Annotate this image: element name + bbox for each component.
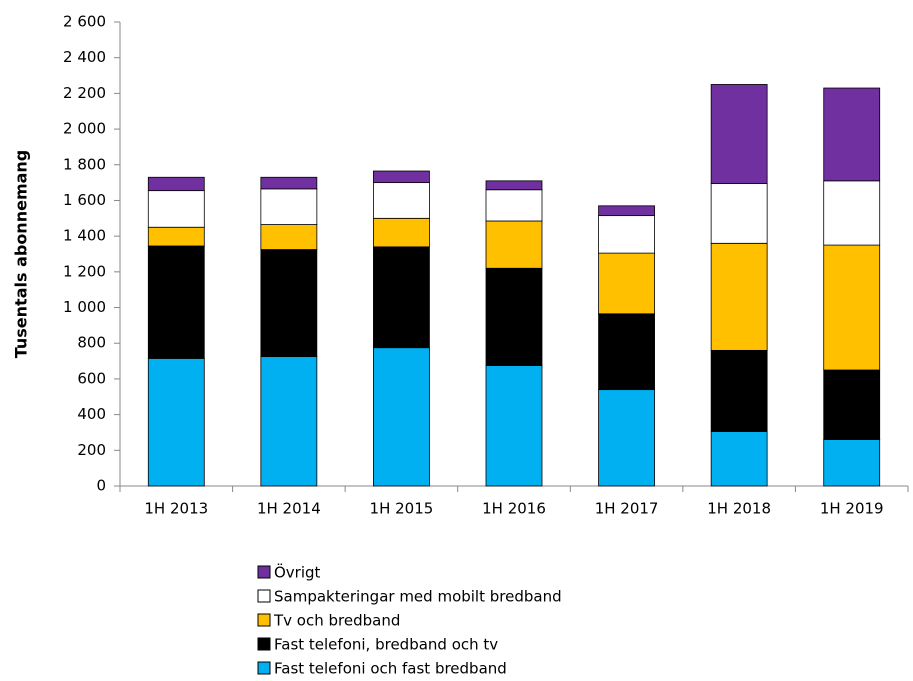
y-tick-label: 1 400	[63, 227, 106, 245]
bar-segment	[147, 176, 205, 192]
legend-swatch	[257, 661, 271, 675]
bar-segment	[260, 176, 318, 190]
bar-segment	[598, 389, 655, 487]
legend-label: Övrigt	[274, 563, 321, 582]
legend-label: Fast telefoni, bredband och tv	[274, 636, 498, 654]
legend-label: Sampakteringar med mobilt bredband	[274, 588, 562, 606]
bar-segment	[373, 246, 430, 349]
x-tick-label: 1H 2019	[820, 500, 884, 518]
y-tick-label: 1 000	[63, 298, 106, 316]
bar-segment	[710, 431, 768, 487]
y-tick-label: 400	[77, 405, 106, 423]
legend-label: Tv och bredband	[273, 612, 400, 630]
y-tick-label: 1 200	[63, 262, 106, 280]
bar-segment	[823, 180, 881, 246]
legend-swatch	[257, 589, 271, 603]
bar-segment	[598, 215, 655, 254]
x-tick-label: 1H 2016	[482, 500, 546, 518]
bar-segment	[260, 356, 318, 487]
bar-segment	[147, 357, 205, 487]
y-tick-label: 2 200	[63, 84, 106, 102]
bar-segment	[485, 220, 543, 269]
bar-segment	[823, 244, 881, 371]
legend-swatch	[257, 613, 271, 627]
bar-segment	[823, 439, 881, 487]
x-tick-label: 1H 2017	[595, 500, 659, 518]
bar-segment	[598, 313, 655, 391]
bar-segment	[823, 87, 881, 182]
y-tick-label: 200	[77, 441, 106, 459]
y-axis-label: Tusentals abonnemang	[12, 150, 31, 359]
bar-segment	[260, 188, 318, 225]
bar-segment	[147, 190, 205, 228]
bar-segment	[485, 189, 543, 222]
x-tick-label: 1H 2013	[144, 500, 208, 518]
bar-segment	[260, 249, 318, 358]
bar-segment	[710, 84, 768, 184]
bar-segment	[373, 347, 430, 487]
x-tick-label: 1H 2015	[370, 500, 434, 518]
bar-segment	[710, 242, 768, 351]
y-tick-label: 0	[96, 477, 106, 495]
bar-segment	[373, 182, 430, 219]
y-tick-label: 1 600	[63, 191, 106, 209]
bar-segment	[710, 183, 768, 244]
y-tick-label: 2 000	[63, 120, 106, 138]
bar-segment	[260, 224, 318, 250]
bar-segment	[147, 245, 205, 359]
bar-segment	[373, 170, 430, 184]
bar-segment	[485, 365, 543, 487]
y-tick-label: 800	[77, 334, 106, 352]
bar-segment	[147, 226, 205, 247]
bar-segment	[710, 349, 768, 432]
bar-segment	[598, 205, 655, 217]
y-tick-label: 2 600	[63, 13, 106, 31]
y-tick-label: 1 800	[63, 155, 106, 173]
x-tick-label: 1H 2018	[707, 500, 771, 518]
bar-segment	[373, 217, 430, 248]
bar-segment	[598, 252, 655, 315]
y-tick-label: 600	[77, 369, 106, 387]
bar-segment	[485, 267, 543, 366]
legend-swatch	[257, 565, 271, 579]
y-tick-label: 2 400	[63, 48, 106, 66]
bar-segment	[485, 180, 543, 191]
legend-swatch	[257, 637, 271, 651]
legend-label: Fast telefoni och fast bredband	[274, 660, 507, 678]
bar-segment	[823, 369, 881, 440]
x-tick-label: 1H 2014	[257, 500, 321, 518]
